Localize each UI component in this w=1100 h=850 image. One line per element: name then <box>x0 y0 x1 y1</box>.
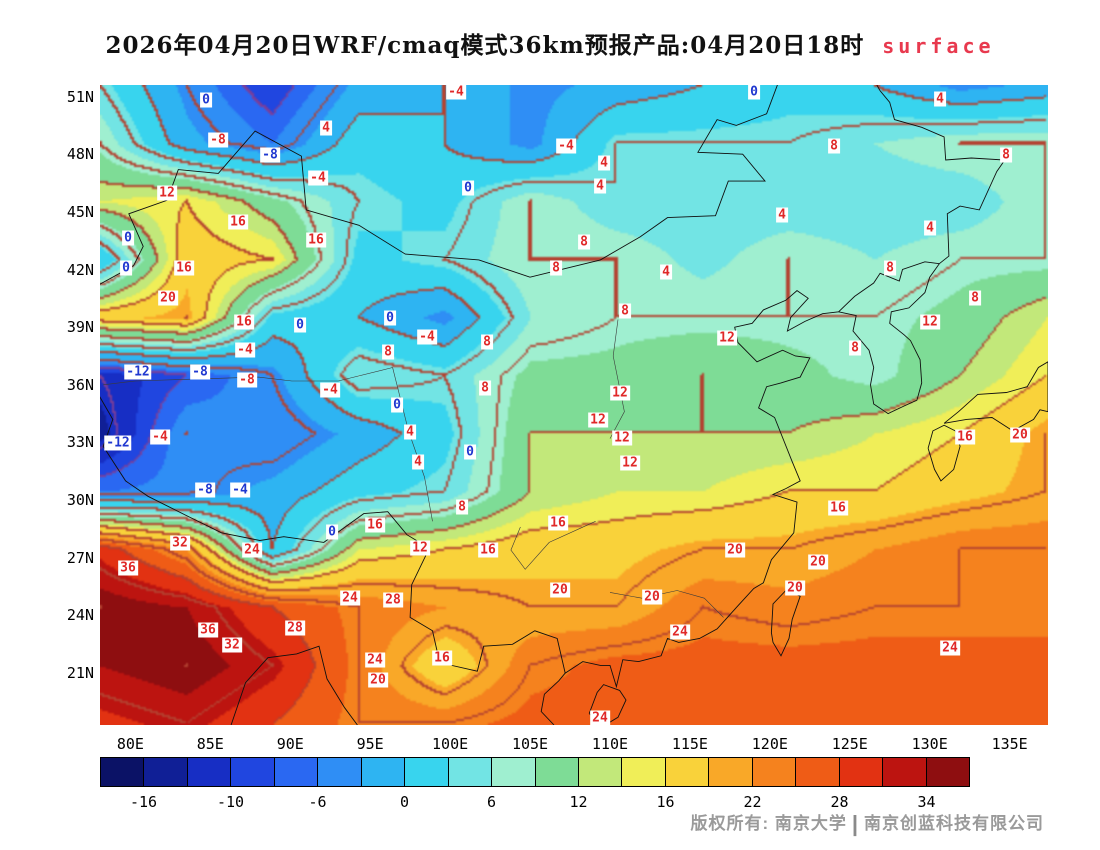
colorbar-cell <box>361 758 406 786</box>
boundary-province-yunnan-guizhou <box>510 521 596 570</box>
lon-tick-label: 100E <box>432 735 469 753</box>
title-main: 2026年04月20日WRF/cmaq模式36km预报产品:04月20日18时 <box>105 32 865 59</box>
colorbar-cell <box>187 758 232 786</box>
boundary-china-coast-and-west-border <box>100 85 1006 689</box>
lon-tick-label: 120E <box>751 735 788 753</box>
lat-tick-label: 42N <box>66 260 94 279</box>
colorbar-cell <box>578 758 623 786</box>
colorbar-tick-label: 28 <box>830 793 849 811</box>
lon-tick-label: 110E <box>591 735 629 753</box>
colorbar-tick-label: 34 <box>917 793 936 811</box>
lat-tick-label: 24N <box>66 606 94 625</box>
title-surface-tag: surface <box>882 34 995 58</box>
boundary-province-shaanxi <box>609 319 625 439</box>
colorbar-cell <box>274 758 319 786</box>
colorbar-tick-label: 6 <box>486 793 497 811</box>
lon-tick-label: 95E <box>356 735 384 753</box>
lat-tick-label: 33N <box>66 433 94 452</box>
lon-tick-label: 135E <box>991 735 1028 753</box>
boundary-province-xinjiang-south <box>103 367 393 386</box>
boundary-hainan-island <box>588 684 627 725</box>
lat-tick-label: 48N <box>66 145 94 164</box>
colorbar-cell <box>448 758 493 786</box>
colorbar-tick-label: 16 <box>656 793 675 811</box>
copyright: 版权所有: 南京大学 | 南京创蓝科技有限公司 <box>690 809 1044 837</box>
colorbar-cell <box>752 758 797 786</box>
colorbar-cell <box>318 758 362 786</box>
colorbar-cell <box>926 758 970 786</box>
colorbar-tick-label: 0 <box>399 793 410 811</box>
colorbar-cell <box>622 758 666 786</box>
lat-tick-label: 30N <box>66 491 94 510</box>
boundary-province-tibet-east <box>392 367 433 522</box>
boundary-bengal-coast <box>230 645 358 725</box>
geographic-boundaries-overlay <box>100 85 1048 725</box>
copyright-divider: | <box>851 811 859 836</box>
colorbar-cell <box>535 758 579 786</box>
lat-tick-label: 45N <box>66 202 94 221</box>
lon-tick-label: 85E <box>196 735 224 753</box>
copyright-company: 南京创蓝科技有限公司 <box>864 814 1044 833</box>
boundary-taiwan-island <box>770 590 801 657</box>
boundary-china-north-border <box>100 85 778 285</box>
lon-tick-label: 105E <box>511 735 549 753</box>
lat-tick-label: 36N <box>66 375 94 394</box>
colorbar-cell <box>796 758 840 786</box>
colorbar-tick-label: -16 <box>129 793 158 811</box>
colorbar-cell <box>709 758 753 786</box>
lon-tick-label: 80E <box>116 735 144 753</box>
colorbar <box>100 757 970 787</box>
copyright-owner: 版权所有: 南京大学 <box>690 814 847 833</box>
lat-tick-label: 39N <box>66 318 94 337</box>
colorbar-cell <box>144 758 188 786</box>
colorbar-cell <box>492 758 536 786</box>
page-title: 2026年04月20日WRF/cmaq模式36km预报产品:04月20日18时 s… <box>0 26 1100 60</box>
boundary-province-guangdong-north <box>609 590 724 618</box>
colorbar-cell <box>405 758 449 786</box>
temperature-field-canvas <box>100 85 1048 725</box>
lon-tick-label: 125E <box>831 735 868 753</box>
lon-tick-label: 115E <box>671 735 708 753</box>
boundary-honshu-coast <box>943 361 1048 432</box>
colorbar-cell <box>101 758 145 786</box>
colorbar-tick-label: 12 <box>569 793 588 811</box>
lat-tick-label: 51N <box>66 87 94 106</box>
map-area <box>100 85 1048 725</box>
colorbar-cell <box>883 758 927 786</box>
colorbar-tick-label: -10 <box>216 793 245 811</box>
boundary-korea-coast <box>838 263 940 415</box>
colorbar-cell <box>231 758 275 786</box>
colorbar-tick-label: 22 <box>743 793 762 811</box>
boundary-kyushu-coast <box>927 424 961 482</box>
colorbar-cell <box>665 758 710 786</box>
lon-tick-label: 90E <box>276 735 304 753</box>
boundary-vietnam-coast <box>540 672 566 725</box>
lat-tick-label: 21N <box>66 664 94 683</box>
colorbar-cell <box>839 758 884 786</box>
colorbar-tick-label: -6 <box>308 793 327 811</box>
lon-tick-label: 130E <box>911 735 948 753</box>
lat-tick-label: 27N <box>66 548 94 567</box>
